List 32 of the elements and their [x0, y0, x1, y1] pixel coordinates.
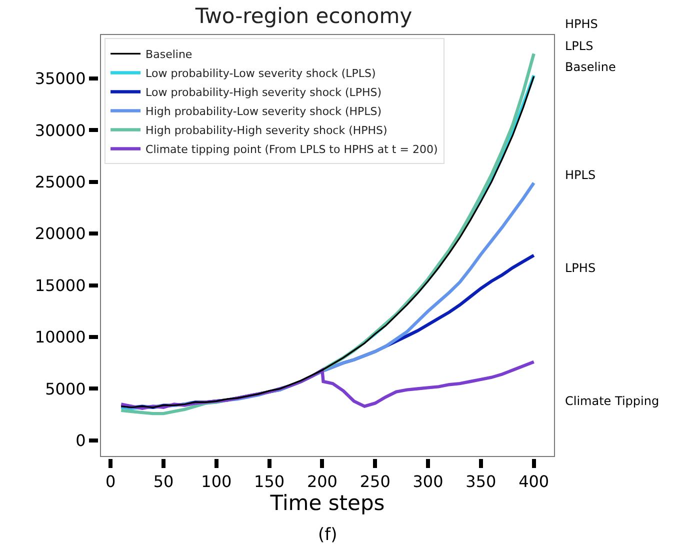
text: LPLS: [565, 39, 594, 53]
x-tick-label: 100: [201, 472, 232, 492]
x-tick-label: 50: [153, 472, 174, 492]
y-tick-label: 30000: [34, 120, 86, 140]
text: Baseline: [565, 60, 616, 74]
y-tick-label: 0: [76, 431, 86, 450]
text: HPLS: [565, 168, 596, 182]
x-tick-label: 250: [360, 472, 390, 492]
text: Climate Tipping: [565, 394, 660, 408]
text: HPHS: [565, 17, 598, 31]
legend-label: High probability-High severity shock (HPHS): [146, 124, 388, 138]
y-tick-label: 25000: [34, 172, 86, 192]
y-tick-label: 20000: [34, 224, 86, 244]
x-axis-title: Time steps: [269, 491, 385, 516]
y-tick-label: 35000: [34, 69, 86, 88]
legend-label: High probability-Low severity shock (HPLS): [146, 105, 382, 118]
x-tick-label: 300: [412, 472, 444, 492]
chart-title: Two-region economy: [194, 4, 412, 28]
legend-label: Low probability-High severity shock (LPHS): [146, 86, 382, 100]
x-tick-label: 350: [466, 472, 496, 492]
y-tick-label: 15000: [34, 276, 86, 295]
y-tick-label: 10000: [34, 328, 86, 347]
y-tick-label: 5000: [45, 379, 86, 398]
x-tick-label: 0: [105, 472, 116, 492]
x-tick-label: 150: [254, 472, 285, 492]
x-tick-label: 400: [518, 472, 550, 492]
legend-label: Climate tipping point (From LPLS to HPHS at t = 200): [146, 143, 438, 156]
text: (f): [318, 525, 338, 545]
legend-label: Baseline: [146, 48, 192, 62]
x-tick-label: 200: [306, 472, 338, 492]
legend-label: Low probability-Low severity shock (LPLS): [146, 67, 376, 80]
text: LPHS: [565, 261, 596, 275]
